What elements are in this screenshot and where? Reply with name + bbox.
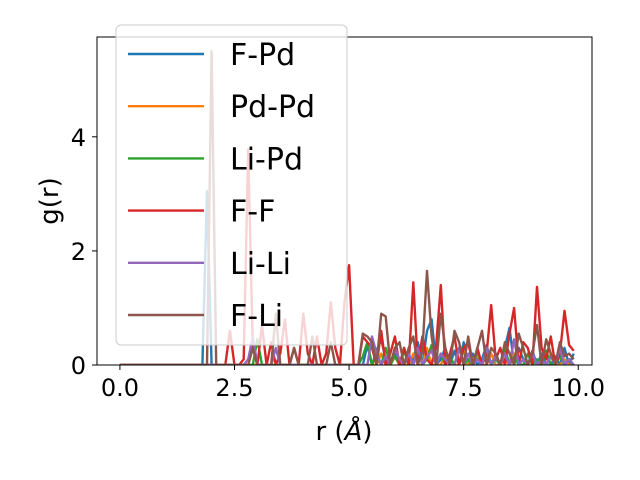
series-line-f-li — [119, 50, 575, 365]
legend-label-f-pd: F-Pd — [230, 38, 295, 73]
legend-label-li-pd: Li-Pd — [230, 142, 303, 177]
y-axis-label: g(r) — [35, 177, 65, 224]
legend-label-f-f: F-F — [230, 195, 275, 230]
legend: F-Pd Pd-Pd Li-Pd F-F Li-Li F-Li — [115, 24, 348, 346]
y-tick-label: 0 — [71, 352, 86, 380]
x-axis-label-text: r ( — [315, 417, 344, 447]
x-axis-label: r (Å) — [315, 415, 372, 447]
y-axis-ticks: 0 2 4 — [71, 124, 97, 380]
x-tick-label: 5.0 — [330, 374, 368, 402]
x-tick-label: 7.5 — [445, 374, 483, 402]
x-tick-label: 2.5 — [215, 374, 253, 402]
y-tick-label: 4 — [71, 124, 86, 152]
x-tick-label: 10.0 — [552, 374, 605, 402]
x-tick-label: 0.0 — [101, 374, 139, 402]
x-axis-label-unit: Å — [343, 415, 363, 447]
x-axis-ticks: 0.0 2.5 5.0 7.5 10.0 — [101, 365, 605, 402]
legend-label-pd-pd: Pd-Pd — [230, 90, 315, 125]
legend-label-f-li: F-Li — [230, 299, 283, 334]
y-tick-label: 2 — [71, 238, 86, 266]
x-axis-label-close: ) — [362, 417, 372, 447]
legend-label-li-li: Li-Li — [230, 247, 291, 282]
legend-box — [115, 24, 348, 346]
